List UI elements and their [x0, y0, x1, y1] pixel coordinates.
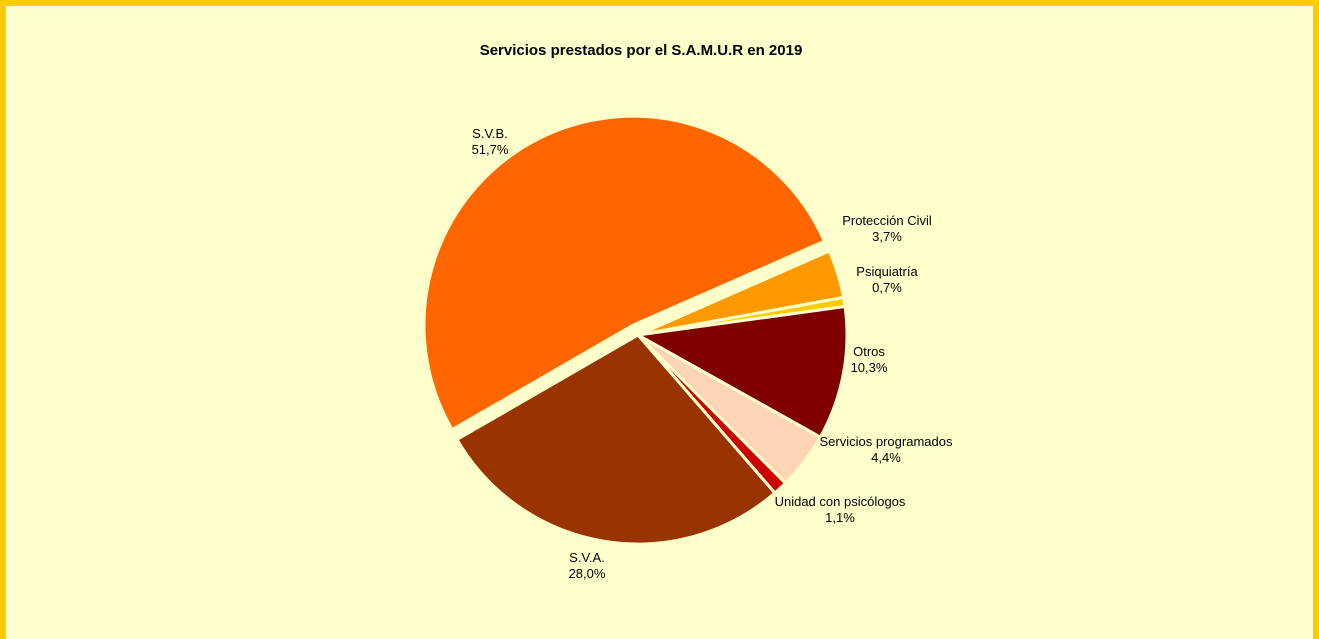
slice-label-name: S.V.B.: [472, 126, 508, 141]
slice-label: Otros 10,3%: [851, 344, 888, 375]
slice-label: Psiquiatría 0,7%: [856, 264, 918, 295]
slice-label-name: Otros: [853, 344, 885, 359]
slice-label-value: 10,3%: [851, 360, 888, 375]
slice-label: Unidad con psicólogos 1,1%: [775, 494, 906, 525]
pie-slice-s-v-b: [422, 114, 827, 432]
slice-label: S.V.B. 51,7%: [472, 126, 509, 157]
pie-labels: S.V.B. 51,7% Protección Civil 3,7% Psiquiatr…: [472, 126, 953, 581]
pie-slice-s-v-a: [454, 333, 777, 546]
chart-title: Servicios prestados por el S.A.M.U.R en …: [479, 42, 803, 59]
slice-label-name: S.V.A.: [569, 550, 605, 565]
slice-label: Servicios programados 4,4%: [820, 434, 953, 465]
slice-label: Protección Civil 3,7%: [842, 213, 932, 244]
slice-label-name: Unidad con psicólogos: [775, 494, 906, 509]
slice-label-value: 28,0%: [569, 566, 606, 581]
slice-label-value: 1,1%: [825, 510, 855, 525]
slice-label-value: 51,7%: [472, 142, 509, 157]
slice-label-name: Servicios programados: [820, 434, 953, 449]
pie-slice-otros: [633, 304, 849, 440]
slice-label-value: 3,7%: [872, 229, 902, 244]
pie-slices: [422, 114, 849, 546]
slice-label-value: 4,4%: [871, 450, 901, 465]
slice-label-value: 0,7%: [872, 280, 902, 295]
pie-chart: S.V.B. 51,7% Protección Civil 3,7% Psiquiatr…: [422, 114, 953, 581]
slice-label-name: Psiquiatría: [856, 264, 918, 279]
slice-label: S.V.A. 28,0%: [569, 550, 606, 581]
slice-label-name: Protección Civil: [842, 213, 932, 228]
